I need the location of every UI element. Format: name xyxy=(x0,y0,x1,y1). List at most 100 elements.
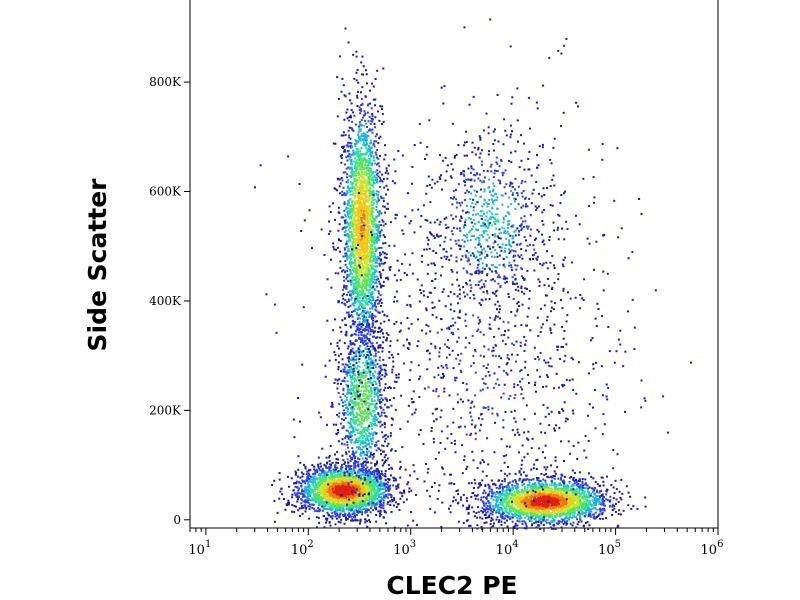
data-point xyxy=(380,328,383,331)
data-point xyxy=(385,459,388,462)
data-point xyxy=(342,459,345,462)
data-point xyxy=(371,359,374,362)
data-point xyxy=(319,462,322,465)
data-point xyxy=(357,130,360,133)
data-point xyxy=(368,472,371,475)
data-point xyxy=(350,425,353,427)
data-point xyxy=(319,474,322,476)
data-point xyxy=(366,151,369,154)
data-point xyxy=(374,170,377,173)
data-point xyxy=(365,510,368,513)
data-point xyxy=(304,465,307,468)
data-point xyxy=(317,463,320,466)
data-point xyxy=(342,393,345,396)
data-point xyxy=(356,401,359,404)
data-point xyxy=(346,191,349,194)
data-point xyxy=(276,511,279,514)
data-point xyxy=(340,474,343,477)
data-point xyxy=(327,483,330,486)
data-point xyxy=(295,482,298,485)
data-point xyxy=(371,499,373,502)
data-point xyxy=(337,415,340,418)
data-point xyxy=(390,496,393,499)
data-point xyxy=(365,450,368,453)
data-point xyxy=(358,138,361,141)
data-point xyxy=(390,417,393,420)
data-point xyxy=(347,430,349,433)
data-point xyxy=(377,344,380,347)
data-point xyxy=(353,466,356,469)
data-point xyxy=(378,484,381,486)
data-point xyxy=(377,157,380,160)
data-point xyxy=(345,518,348,521)
data-point xyxy=(343,94,346,97)
data-point xyxy=(362,469,365,472)
data-point xyxy=(369,437,372,440)
data-point xyxy=(343,414,346,417)
data-point xyxy=(369,475,372,478)
data-point xyxy=(383,484,386,487)
data-point xyxy=(307,501,310,504)
data-point xyxy=(347,482,350,485)
data-point xyxy=(354,477,357,480)
data-point xyxy=(378,384,381,387)
data-point xyxy=(385,169,388,172)
data-point xyxy=(360,161,363,164)
data-point xyxy=(361,505,364,508)
data-point xyxy=(368,233,371,236)
data-point xyxy=(313,494,316,497)
data-point xyxy=(306,476,309,479)
data-point xyxy=(308,494,311,496)
data-point xyxy=(379,180,382,183)
data-point xyxy=(347,199,350,202)
data-point xyxy=(350,358,353,361)
data-point xyxy=(366,495,369,498)
data-point xyxy=(321,467,324,470)
data-point xyxy=(360,481,363,484)
data-point xyxy=(341,190,344,193)
data-point xyxy=(374,354,377,357)
data-point xyxy=(374,235,377,238)
data-point xyxy=(342,297,345,300)
data-point xyxy=(364,164,367,166)
data-point xyxy=(348,388,351,391)
data-point xyxy=(378,212,381,215)
data-point xyxy=(346,371,349,374)
data-point xyxy=(374,151,377,154)
data-point xyxy=(350,153,353,156)
data-point xyxy=(363,315,366,318)
data-point xyxy=(353,464,356,467)
data-point xyxy=(302,500,305,503)
data-point xyxy=(371,381,374,384)
data-point xyxy=(369,153,372,156)
data-point xyxy=(372,484,375,487)
data-point xyxy=(299,461,302,464)
data-point xyxy=(374,496,377,499)
data-point xyxy=(394,501,397,504)
data-point xyxy=(345,412,348,415)
data-point xyxy=(360,442,363,445)
data-point xyxy=(328,507,331,510)
data-point xyxy=(321,504,324,506)
data-point xyxy=(358,221,361,224)
data-point xyxy=(347,306,350,309)
data-point xyxy=(366,328,369,331)
data-point xyxy=(356,419,359,422)
data-point xyxy=(377,257,380,260)
data-point xyxy=(352,427,355,430)
data-point xyxy=(372,475,375,478)
data-point xyxy=(391,498,394,501)
data-point xyxy=(362,508,365,510)
data-point xyxy=(347,41,350,44)
data-point xyxy=(369,479,372,482)
data-point xyxy=(347,145,350,148)
data-point xyxy=(334,479,337,482)
data-point xyxy=(292,489,295,492)
data-point xyxy=(306,470,309,473)
data-point xyxy=(373,198,376,201)
data-point xyxy=(364,433,367,436)
data-point xyxy=(367,368,370,371)
data-point xyxy=(374,225,377,228)
data-point xyxy=(331,402,334,404)
data-point xyxy=(353,430,356,433)
